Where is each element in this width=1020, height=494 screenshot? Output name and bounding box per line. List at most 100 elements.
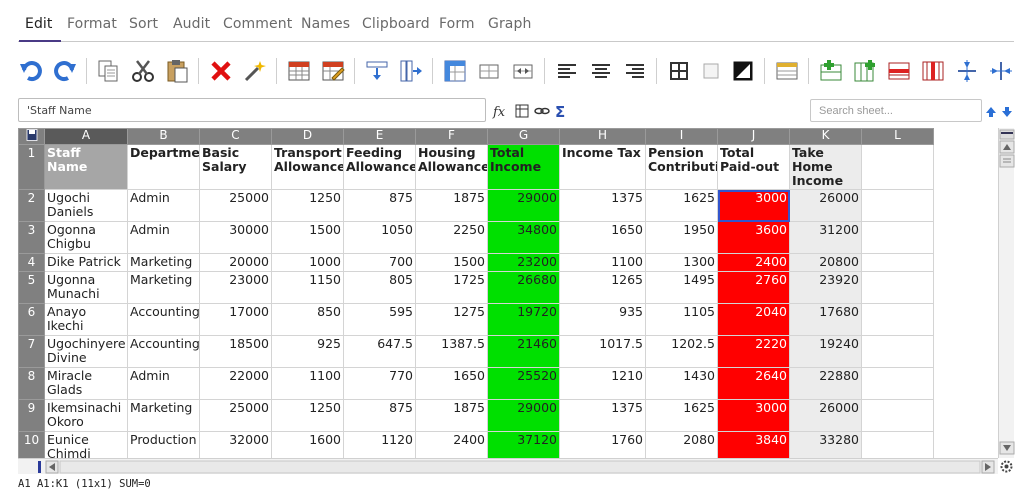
cell-k8[interactable]: 22880 — [789, 367, 862, 400]
menu-tab-comment[interactable]: Comment — [223, 16, 293, 32]
cell-blank-icon[interactable] — [698, 58, 724, 84]
cell-c9[interactable]: 25000 — [199, 399, 272, 432]
cell-d1[interactable]: Transport Allowance — [271, 144, 344, 190]
cell-g10[interactable]: 37120 — [487, 431, 560, 458]
cell-i10[interactable]: 2080 — [645, 431, 718, 458]
column-header-b[interactable]: B — [127, 128, 200, 145]
cell-g1[interactable]: Total Income — [487, 144, 560, 190]
cell-b1[interactable]: Department — [127, 144, 200, 190]
cell-k9[interactable]: 26000 — [789, 399, 862, 432]
delete-icon[interactable] — [208, 58, 234, 84]
cell-a6[interactable]: Anayo Ikechi — [44, 303, 128, 336]
cell-f9[interactable]: 1875 — [415, 399, 488, 432]
cell-b6[interactable]: Accounting — [127, 303, 200, 336]
row-header[interactable]: 4 — [18, 253, 45, 272]
cell-i3[interactable]: 1950 — [645, 221, 718, 254]
cell-a2[interactable]: Ugochi Daniels — [44, 189, 128, 222]
cell-i4[interactable]: 1300 — [645, 253, 718, 272]
cell-h5[interactable]: 1265 — [559, 271, 646, 304]
cell-e6[interactable]: 595 — [343, 303, 416, 336]
cell-l2[interactable] — [861, 189, 934, 222]
cell-content-field[interactable]: 'Staff Name — [18, 98, 486, 122]
row-header[interactable]: 9 — [18, 399, 45, 432]
borders-icon[interactable] — [666, 58, 692, 84]
cell-i8[interactable]: 1430 — [645, 367, 718, 400]
column-header-i[interactable]: I — [645, 128, 718, 145]
cell-a4[interactable]: Dike Patrick — [44, 253, 128, 272]
cell-b3[interactable]: Admin — [127, 221, 200, 254]
cell-a5[interactable]: Ugonna Munachi — [44, 271, 128, 304]
cell-f5[interactable]: 1725 — [415, 271, 488, 304]
cell-h7[interactable]: 1017.5 — [559, 335, 646, 368]
cell-b2[interactable]: Admin — [127, 189, 200, 222]
paste-icon[interactable] — [164, 58, 190, 84]
row-header-icon[interactable] — [774, 58, 800, 84]
range-select-icon[interactable] — [514, 103, 530, 119]
cell-a10[interactable]: Eunice Chimdi — [44, 431, 128, 458]
merge-icon[interactable] — [476, 58, 502, 84]
cell-d8[interactable]: 1100 — [271, 367, 344, 400]
column-header-c[interactable]: C — [199, 128, 272, 145]
color-swatch-icon[interactable] — [730, 58, 756, 84]
insert-rows-icon[interactable] — [818, 58, 844, 84]
save-icon[interactable] — [18, 128, 45, 145]
cell-e1[interactable]: Feeding Allowance — [343, 144, 416, 190]
cell-l1[interactable] — [861, 144, 934, 190]
align-left-icon[interactable] — [554, 58, 580, 84]
copy-icon[interactable] — [96, 58, 122, 84]
row-header[interactable]: 6 — [18, 303, 45, 336]
menu-tab-form[interactable]: Form — [439, 16, 475, 32]
cell-f2[interactable]: 1875 — [415, 189, 488, 222]
cell-d10[interactable]: 1600 — [271, 431, 344, 458]
column-header-g[interactable]: G — [487, 128, 560, 145]
cell-i6[interactable]: 1105 — [645, 303, 718, 336]
cell-b10[interactable]: Production — [127, 431, 200, 458]
align-center-icon[interactable] — [588, 58, 614, 84]
cell-c6[interactable]: 17000 — [199, 303, 272, 336]
cell-d6[interactable]: 850 — [271, 303, 344, 336]
column-header-h[interactable]: H — [559, 128, 646, 145]
sum-icon[interactable]: Σ — [553, 103, 569, 119]
cell-k3[interactable]: 31200 — [789, 221, 862, 254]
cell-l10[interactable] — [861, 431, 934, 458]
column-header-a[interactable]: A — [44, 128, 128, 145]
cell-h8[interactable]: 1210 — [559, 367, 646, 400]
cell-i2[interactable]: 1625 — [645, 189, 718, 222]
cell-c1[interactable]: Basic Salary — [199, 144, 272, 190]
undo-icon[interactable] — [18, 58, 44, 84]
freeze-icon[interactable] — [442, 58, 468, 84]
column-header-k[interactable]: K — [789, 128, 862, 145]
cell-g8[interactable]: 25520 — [487, 367, 560, 400]
cell-h4[interactable]: 1100 — [559, 253, 646, 272]
cell-g7[interactable]: 21460 — [487, 335, 560, 368]
row-header[interactable]: 8 — [18, 367, 45, 400]
cell-j9[interactable]: 3000 — [717, 399, 790, 432]
cell-k1[interactable]: Take Home Income — [789, 144, 862, 190]
cell-g5[interactable]: 26680 — [487, 271, 560, 304]
redo-icon[interactable] — [52, 58, 78, 84]
cell-e8[interactable]: 770 — [343, 367, 416, 400]
cell-h6[interactable]: 935 — [559, 303, 646, 336]
cell-c8[interactable]: 22000 — [199, 367, 272, 400]
cell-c2[interactable]: 25000 — [199, 189, 272, 222]
cell-k4[interactable]: 20800 — [789, 253, 862, 272]
cell-d2[interactable]: 1250 — [271, 189, 344, 222]
cell-e7[interactable]: 647.5 — [343, 335, 416, 368]
menu-tab-edit[interactable]: Edit — [19, 16, 60, 42]
cell-j5[interactable]: 2760 — [717, 271, 790, 304]
cell-d3[interactable]: 1500 — [271, 221, 344, 254]
cell-j6[interactable]: 2040 — [717, 303, 790, 336]
cell-a8[interactable]: Miracle Glads — [44, 367, 128, 400]
cell-f3[interactable]: 2250 — [415, 221, 488, 254]
cell-f7[interactable]: 1387.5 — [415, 335, 488, 368]
cell-g3[interactable]: 34800 — [487, 221, 560, 254]
align-right-icon[interactable] — [622, 58, 648, 84]
cell-l4[interactable] — [861, 253, 934, 272]
cell-i7[interactable]: 1202.5 — [645, 335, 718, 368]
menu-tab-graph[interactable]: Graph — [488, 16, 532, 32]
search-down-icon[interactable] — [1000, 104, 1014, 118]
cell-f1[interactable]: Housing Allowance — [415, 144, 488, 190]
cell-b8[interactable]: Admin — [127, 367, 200, 400]
cell-a3[interactable]: Ogonna Chigbu — [44, 221, 128, 254]
spreadsheet-grid[interactable]: ABCDEFGHIJKLM1Staff NameDepartmentBasic … — [18, 128, 998, 458]
